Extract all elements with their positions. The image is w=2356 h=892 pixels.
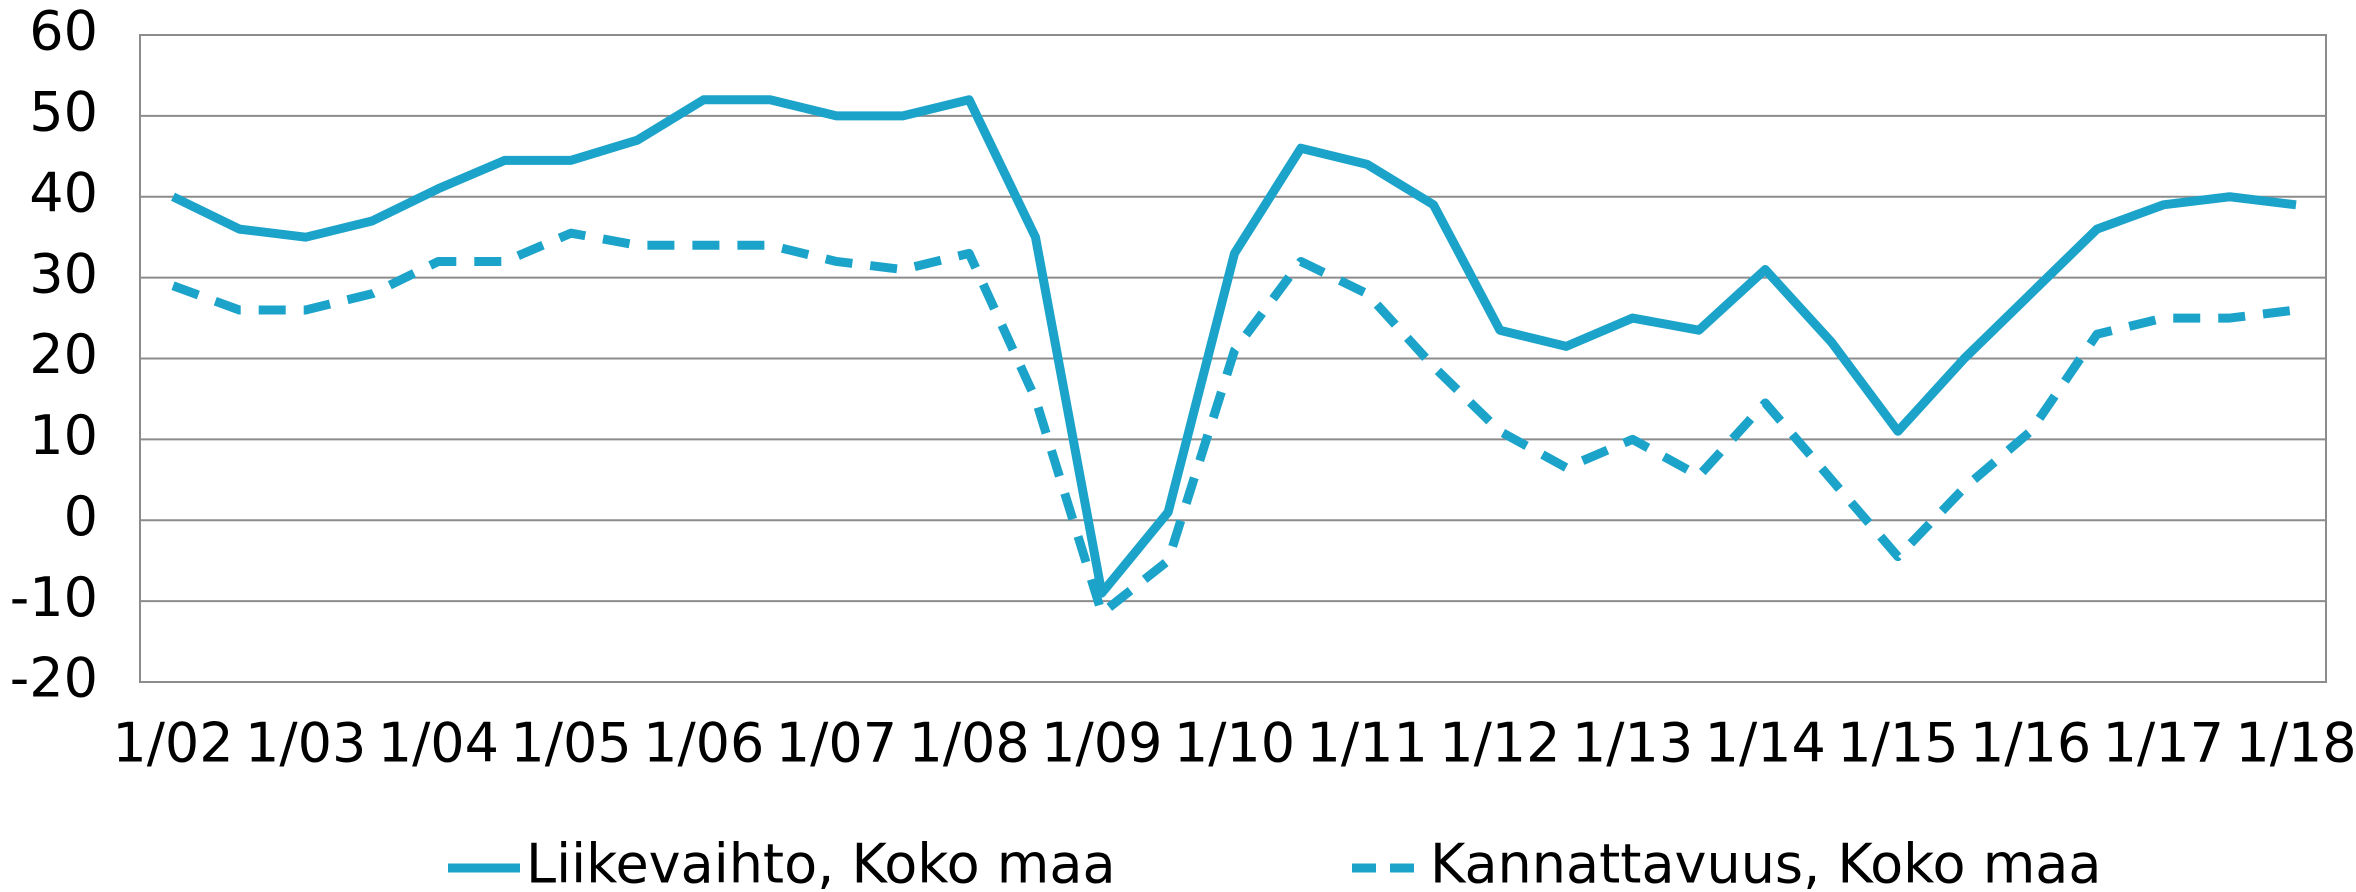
x-tick-label: 1/07 bbox=[776, 712, 897, 775]
x-tick-label: 1/17 bbox=[2103, 712, 2224, 775]
x-tick-label: 1/04 bbox=[378, 712, 499, 775]
x-tick-label: 1/09 bbox=[1041, 712, 1162, 775]
x-tick-label: 1/08 bbox=[908, 712, 1029, 775]
line-series bbox=[171, 228, 2297, 618]
x-tick-label: 1/12 bbox=[1439, 712, 1560, 775]
x-tick-label: 1/05 bbox=[510, 712, 631, 775]
y-tick-label: 30 bbox=[29, 242, 98, 305]
y-tick-label: 40 bbox=[29, 161, 98, 224]
x-tick-label: 1/14 bbox=[1705, 712, 1826, 775]
x-tick-label: 1/06 bbox=[643, 712, 764, 775]
y-tick-label: 20 bbox=[29, 323, 98, 386]
x-tick-label: 1/11 bbox=[1307, 712, 1428, 775]
y-tick-label: 0 bbox=[64, 485, 98, 548]
y-tick-label: -10 bbox=[10, 566, 98, 629]
x-tick-label: 1/18 bbox=[2235, 712, 2356, 775]
x-tick-label: 1/13 bbox=[1572, 712, 1693, 775]
y-tick-label: -20 bbox=[10, 647, 98, 710]
y-tick-label: 50 bbox=[29, 81, 98, 144]
y-tick-label: 10 bbox=[29, 404, 98, 467]
x-tick-label: 1/10 bbox=[1174, 712, 1295, 775]
x-tick-label: 1/02 bbox=[112, 712, 233, 775]
x-tick-label: 1/03 bbox=[245, 712, 366, 775]
line-series bbox=[171, 95, 2297, 598]
x-tick-label: 1/15 bbox=[1837, 712, 1958, 775]
legend-label: Kannattavuus, Koko maa bbox=[1430, 833, 2102, 892]
y-tick-label: 60 bbox=[29, 0, 98, 63]
legend-label: Liikevaihto, Koko maa bbox=[526, 833, 1116, 892]
x-tick-label: 1/16 bbox=[1970, 712, 2091, 775]
